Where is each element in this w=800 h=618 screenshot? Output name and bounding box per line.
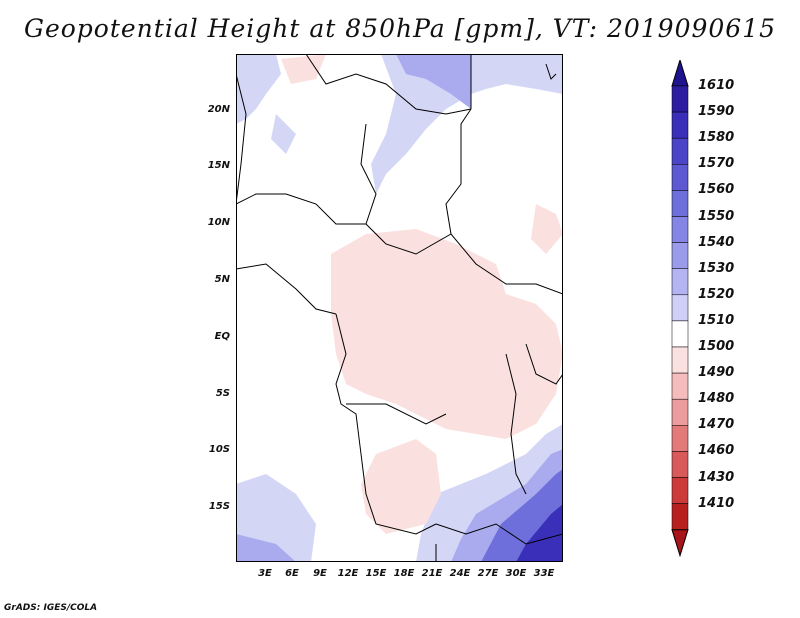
colorbar-level-label: 1520 — [698, 286, 735, 302]
colorbar-level-label: 1530 — [698, 260, 735, 276]
colorbar-top-arrow — [671, 60, 689, 87]
colorbar-level-label: 1510 — [698, 312, 735, 328]
colorbar-bottom-arrow — [671, 529, 689, 558]
country-borders — [236, 54, 563, 562]
x-tick-24e: 24E — [449, 568, 471, 579]
colorbar-level-label: 1580 — [698, 130, 735, 146]
y-tick-5n: 5N — [214, 274, 230, 285]
y-tick-10n: 10N — [207, 217, 230, 228]
y-tick-15n: 15N — [207, 160, 230, 171]
colorbar-level-label: 1590 — [698, 104, 735, 120]
x-tick-15e: 15E — [365, 568, 387, 579]
y-tick-eq: EQ — [214, 331, 230, 342]
colorbar-cell — [671, 137, 689, 165]
map-title: Geopotential Height at 850hPa [gpm], VT:… — [23, 14, 777, 43]
colorbar-cell — [671, 85, 689, 113]
colorbar-cell — [671, 477, 689, 504]
colorbar-cell — [671, 242, 689, 269]
colorbar-level-label: 1470 — [698, 417, 735, 433]
colorbar-level-label: 1500 — [698, 339, 735, 354]
height-1500-region — [281, 54, 563, 534]
colorbar-level-label: 1480 — [698, 391, 735, 407]
x-tick-6e: 6E — [285, 568, 299, 579]
y-tick-15s: 15S — [208, 501, 230, 512]
colorbar-cell — [671, 111, 689, 139]
grads-credit: GrADS: IGES/COLA — [4, 603, 98, 613]
x-tick-27e: 27E — [477, 568, 499, 579]
colorbar-level-label: 1610 — [698, 78, 735, 93]
colorbar-level-label: 1540 — [698, 234, 735, 250]
colorbar-cell — [671, 372, 689, 400]
colorbar-cell — [671, 425, 689, 452]
colorbar-cell — [671, 294, 689, 322]
colorbar-level-label: 1410 — [698, 495, 735, 511]
colorbar-cell — [671, 320, 689, 348]
map-plot — [236, 54, 563, 562]
colorbar-level-label: 1430 — [698, 469, 735, 485]
colorbar-cell — [671, 451, 689, 478]
map-frame — [236, 54, 563, 562]
x-tick-3e: 3E — [258, 568, 272, 579]
x-tick-12e: 12E — [337, 568, 359, 579]
x-tick-30e: 30E — [505, 568, 527, 579]
y-tick-20n: 20N — [207, 104, 230, 115]
colorbar-cell — [671, 268, 689, 296]
colorbar-level-label: 1550 — [698, 208, 735, 224]
colorbar-cell — [671, 346, 689, 374]
colorbar — [671, 60, 689, 558]
colorbar-cell — [671, 503, 689, 530]
colorbar-level-label: 1560 — [698, 182, 735, 198]
x-tick-21e: 21E — [421, 568, 443, 579]
y-tick-5s: 5S — [215, 388, 230, 399]
map-canvas — [236, 54, 563, 562]
x-tick-18e: 18E — [393, 568, 415, 579]
height-1590-region — [516, 504, 563, 562]
colorbar-cell — [671, 216, 689, 243]
colorbar-level-label: 1490 — [698, 365, 735, 381]
x-tick-33e: 33E — [533, 568, 555, 579]
colorbar-cell — [671, 398, 689, 426]
colorbar-level-label: 1570 — [698, 156, 735, 172]
colorbar-cell — [671, 164, 689, 191]
x-tick-9e: 9E — [313, 568, 327, 579]
colorbar-level-label: 1460 — [698, 443, 735, 459]
colorbar-cell — [671, 190, 689, 217]
y-tick-10s: 10S — [208, 444, 230, 455]
